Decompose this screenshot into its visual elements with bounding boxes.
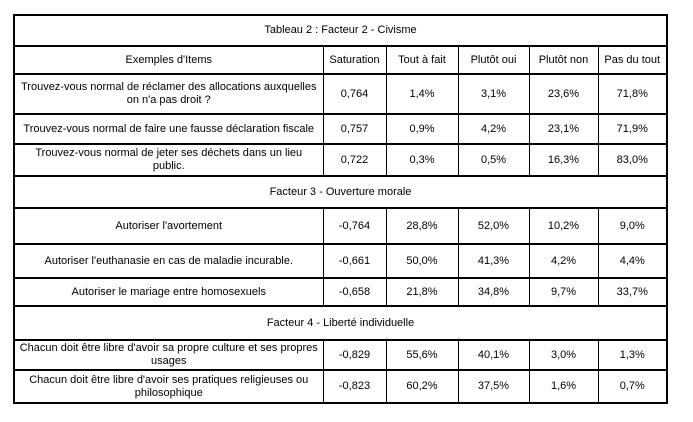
cell-saturation: 0,757 [322, 113, 387, 145]
cell-value: 33,7% [597, 277, 668, 307]
cell-value: 10,2% [528, 207, 599, 245]
column-header-pas-du-tout: Pas du tout [597, 45, 668, 75]
cell-value: 4,4% [597, 243, 668, 279]
table-row: Chacun doit être libre d'avoir ses prati… [13, 369, 668, 404]
column-header-plutot-non: Plutôt non [528, 45, 599, 75]
cell-value: 41,3% [457, 243, 530, 279]
cell-value: 0,3% [385, 143, 459, 177]
cell-value: 21,8% [385, 277, 459, 307]
cell-value: 16,3% [528, 143, 599, 177]
table-row: Chacun doit être libre d'avoir sa propre… [13, 339, 668, 371]
cell-value: 1,4% [385, 73, 459, 115]
cell-value: 3,0% [528, 339, 599, 371]
cell-value: 23,1% [528, 113, 599, 145]
section-header-row: Facteur 4 - Liberté individuelle [13, 305, 668, 341]
cell-saturation: -0,661 [322, 243, 387, 279]
cell-saturation: -0,823 [322, 369, 387, 404]
table-row: Autoriser l'euthanasie en cas de maladie… [13, 243, 668, 279]
cell-value: 83,0% [597, 143, 668, 177]
cell-value: 4,2% [457, 113, 530, 145]
cell-value: 71,8% [597, 73, 668, 115]
cell-item: Trouvez-vous normal de réclamer des allo… [13, 73, 324, 115]
table-header-row: Exemples d'Items Saturation Tout à fait … [13, 45, 668, 75]
table-row: Trouvez-vous normal de jeter ses déchets… [13, 143, 668, 177]
cell-value: 0,7% [597, 369, 668, 404]
table-row: Trouvez-vous normal de réclamer des allo… [13, 73, 668, 115]
section-header-row: Facteur 3 - Ouverture morale [13, 175, 668, 209]
cell-value: 9,0% [597, 207, 668, 245]
cell-item: Autoriser l'avortement [13, 207, 324, 245]
cell-saturation: 0,764 [322, 73, 387, 115]
table-row: Trouvez-vous normal de faire une fausse … [13, 113, 668, 145]
cell-saturation: -0,658 [322, 277, 387, 307]
cell-value: 55,6% [385, 339, 459, 371]
cell-value: 1,6% [528, 369, 599, 404]
cell-item: Autoriser le mariage entre homosexuels [13, 277, 324, 307]
cell-value: 4,2% [528, 243, 599, 279]
cell-item: Chacun doit être libre d'avoir sa propre… [13, 339, 324, 371]
cell-value: 34,8% [457, 277, 530, 307]
cell-item: Chacun doit être libre d'avoir ses prati… [13, 369, 324, 404]
cell-saturation: -0,764 [322, 207, 387, 245]
column-header-plutot-oui: Plutôt oui [457, 45, 530, 75]
column-header-items: Exemples d'Items [13, 45, 324, 75]
column-header-tout-a-fait: Tout à fait [385, 45, 459, 75]
cell-value: 60,2% [385, 369, 459, 404]
cell-saturation: 0,722 [322, 143, 387, 177]
cell-value: 28,8% [385, 207, 459, 245]
cell-value: 37,5% [457, 369, 530, 404]
cell-value: 3,1% [457, 73, 530, 115]
table-title-row: Tableau 2 : Facteur 2 - Civisme [13, 14, 668, 47]
section-header-facteur3: Facteur 3 - Ouverture morale [13, 175, 668, 209]
table-row: Autoriser le mariage entre homosexuels -… [13, 277, 668, 307]
cell-item: Autoriser l'euthanasie en cas de maladie… [13, 243, 324, 279]
table-container: Tableau 2 : Facteur 2 - Civisme Exemples… [13, 14, 669, 404]
cell-item: Trouvez-vous normal de jeter ses déchets… [13, 143, 324, 177]
cell-value: 0,5% [457, 143, 530, 177]
cell-item: Trouvez-vous normal de faire une fausse … [13, 113, 324, 145]
cell-value: 40,1% [457, 339, 530, 371]
cell-saturation: -0,829 [322, 339, 387, 371]
cell-value: 0,9% [385, 113, 459, 145]
section-header-facteur4: Facteur 4 - Liberté individuelle [13, 305, 668, 341]
cell-value: 9,7% [528, 277, 599, 307]
table-row: Autoriser l'avortement -0,764 28,8% 52,0… [13, 207, 668, 245]
table-title: Tableau 2 : Facteur 2 - Civisme [13, 14, 668, 47]
column-header-saturation: Saturation [322, 45, 387, 75]
cell-value: 23,6% [528, 73, 599, 115]
cell-value: 52,0% [457, 207, 530, 245]
cell-value: 71,9% [597, 113, 668, 145]
factor-analysis-table: Tableau 2 : Facteur 2 - Civisme Exemples… [13, 14, 669, 404]
cell-value: 50,0% [385, 243, 459, 279]
cell-value: 1,3% [597, 339, 668, 371]
